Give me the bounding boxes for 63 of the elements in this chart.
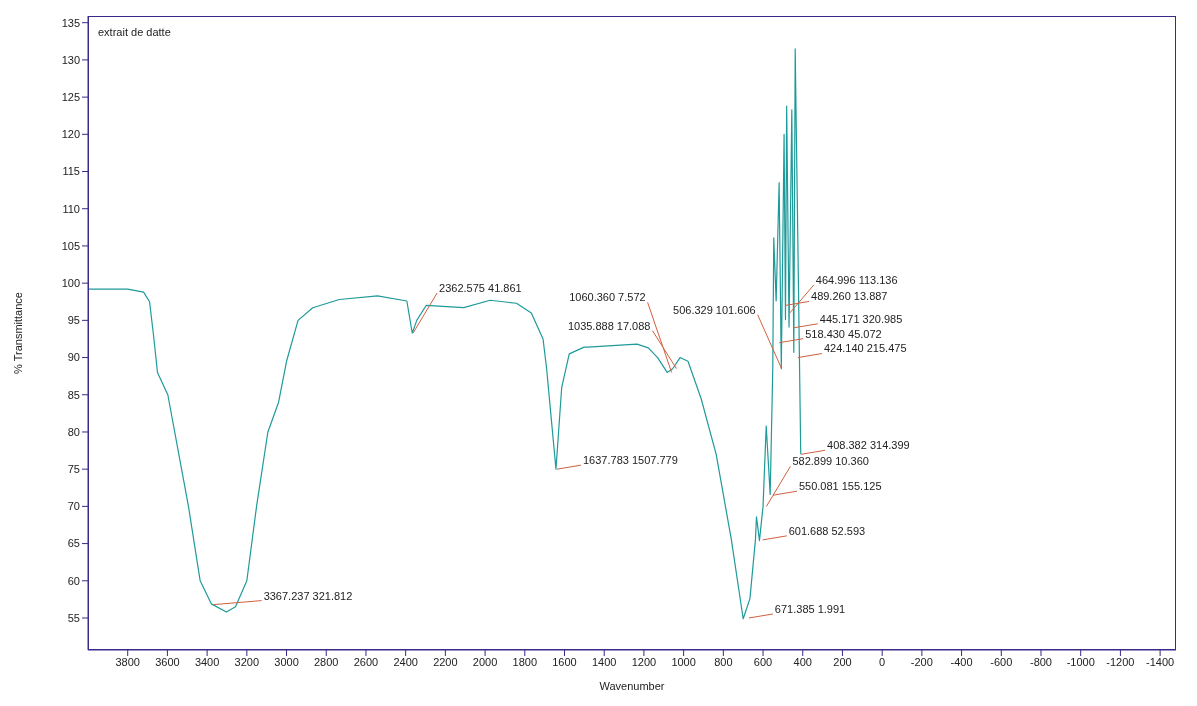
y-tick-label: 70 [67,500,80,513]
x-tick-label: -600 [990,655,1013,668]
y-tick-label: 135 [61,16,80,29]
x-tick-label: -1200 [1106,655,1135,668]
y-tick-label: 65 [67,537,80,550]
annotation: 518.430 45.072 [805,327,882,340]
x-tick-label: 1600 [552,655,577,668]
x-tick-label: 2200 [433,655,458,668]
x-axis-title: Wavenumber [599,680,665,692]
x-tick-label: -1400 [1146,655,1175,668]
x-tick-label: -1000 [1066,655,1095,668]
annotation: 445.171 320.985 [819,312,903,325]
x-tick-label: -400 [950,655,973,668]
x-tick-label: 2000 [472,655,498,668]
annotation: 1637.783 1507.779 [582,454,678,467]
y-tick-label: 85 [67,388,80,401]
y-tick-label: 100 [61,277,80,290]
annotation: 506.329 101.606 [673,303,756,316]
annotation: 582.899 10.360 [792,455,869,468]
x-tick-label: 1400 [591,655,617,668]
x-tick-label: 1200 [631,655,657,668]
x-tick-label: 1800 [512,655,538,668]
y-tick-label: 95 [67,314,80,327]
x-tick-label: 600 [753,655,773,668]
y-tick-label: 55 [67,611,80,624]
x-tick-label: 0 [879,655,886,668]
y-tick-label: 90 [67,351,80,364]
x-tick-label: 3800 [115,655,140,668]
y-tick-label: 125 [61,91,80,104]
annotation: 550.081 155.125 [798,480,882,493]
x-tick-label: 3200 [234,655,260,668]
annotation: 464.996 113.136 [815,273,898,286]
y-tick-label: 115 [62,165,80,178]
x-tick-label: 1000 [671,655,696,668]
x-tick-label: 3400 [194,655,220,668]
y-tick-label: 105 [61,239,80,252]
annotation: 424.140 215.475 [823,342,907,355]
y-tick-label: 75 [67,463,80,476]
annotation: 1060.360 7.572 [569,291,646,304]
x-tick-label: 2400 [393,655,418,668]
annotation: 3367.237 321.812 [263,589,353,602]
annotation: 601.688 52.593 [788,524,866,537]
x-tick-label: 3600 [155,655,180,668]
x-tick-label: 2800 [314,655,339,668]
x-tick-label: -800 [1029,655,1053,668]
x-tick-label: -200 [910,655,933,668]
y-tick-label: 80 [67,425,80,438]
x-tick-label: 3000 [274,655,299,668]
x-tick-label: 400 [793,655,812,668]
annotation: 671.385 1.991 [774,602,846,615]
annotation: 408.382 314.399 [827,439,910,452]
x-tick-label: 800 [714,655,733,668]
x-tick-label: 2600 [353,655,379,668]
y-tick-label: 120 [61,128,80,141]
annotation: 2362.575 41.861 [439,281,522,294]
y-tick-label: 110 [62,202,80,215]
y-axis-title: % Transmittance [11,292,24,374]
annotation: 489.260 13.887 [811,290,888,303]
annotation: 1035.888 17.088 [567,319,651,332]
text: extrait de datte [98,26,171,38]
y-tick-label: 60 [67,574,80,587]
y-tick-label: 130 [61,53,80,66]
x-tick-label: 200 [833,655,852,668]
